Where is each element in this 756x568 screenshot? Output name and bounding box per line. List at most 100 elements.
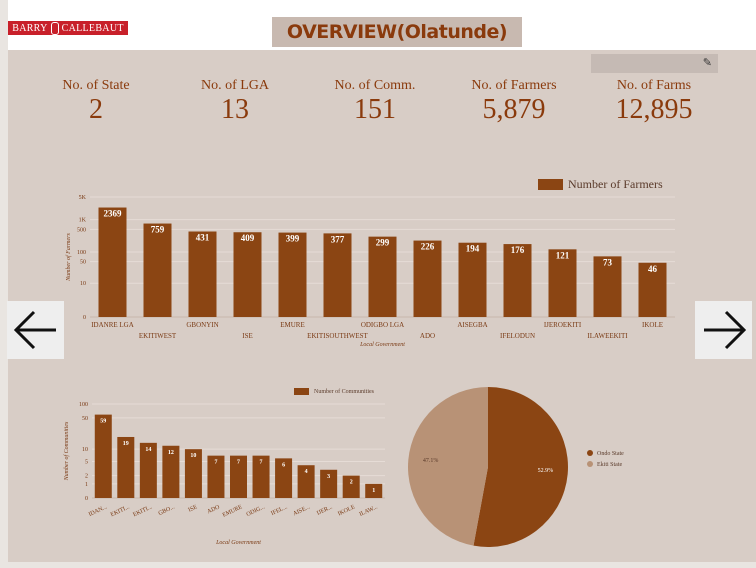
data-label: 431: [196, 233, 210, 243]
data-label: 7: [214, 460, 217, 466]
bar: [188, 231, 217, 317]
kpi-communities: No. of Comm. 151: [310, 78, 440, 126]
x-tick-label: EKITI...: [110, 504, 131, 518]
bar: [368, 236, 397, 317]
x-tick-label: ODIGBO LGA: [361, 321, 404, 329]
kpi-state: No. of State 2: [31, 78, 161, 126]
brand-logo: BARRY CALLEBAUT: [8, 21, 128, 35]
bar: [365, 483, 383, 498]
data-label: 4: [305, 469, 308, 475]
bar: [207, 455, 225, 498]
bar: [252, 455, 270, 498]
data-label: 46: [648, 264, 658, 274]
x-tick-label: ADO: [420, 332, 435, 340]
kpi-label: No. of Farmers: [471, 78, 557, 93]
y-tick-label: 50: [82, 416, 88, 422]
kpi-value: 151: [354, 94, 396, 125]
x-tick-label: ISE: [188, 504, 199, 513]
kpi-value: 5,879: [482, 94, 546, 125]
data-label: 121: [556, 250, 570, 260]
bar: [320, 469, 338, 498]
x-tick-label: AISEGBA: [457, 321, 487, 329]
x-tick-label: ADO: [206, 504, 221, 515]
pencil-icon[interactable]: ✎: [702, 57, 712, 69]
x-tick-label: EKITI...: [132, 504, 153, 518]
data-label: 1: [372, 488, 375, 494]
top-bar: BARRY CALLEBAUT OVERVIEW(Olatunde): [8, 0, 756, 50]
y-axis-title: Number of Communities: [63, 421, 70, 481]
data-label: 176: [511, 245, 525, 255]
y-tick-label: 100: [77, 250, 86, 256]
arrow-left-icon: [13, 310, 56, 350]
x-tick-label: EKITIWEST: [139, 332, 177, 340]
data-label: 3: [327, 474, 330, 480]
next-page-button[interactable]: [695, 301, 752, 359]
bar: [233, 232, 262, 317]
x-tick-label: IFEL...: [270, 504, 289, 517]
page-title: OVERVIEW(Olatunde): [272, 17, 522, 47]
legend-label: Ekiti State: [597, 462, 623, 468]
data-label: 7: [260, 460, 263, 466]
data-label: 226: [421, 242, 435, 252]
pie-slice: [473, 387, 568, 547]
bar: [143, 223, 172, 317]
x-tick-label: ILAWEEKITI: [587, 332, 628, 340]
prev-page-button[interactable]: [7, 301, 64, 359]
data-label: 409: [241, 233, 255, 243]
data-label: 59: [100, 419, 106, 425]
bar: [638, 262, 667, 317]
x-tick-label: IDANRE LGA: [91, 321, 134, 329]
bar: [162, 445, 180, 498]
kpi-value: 13: [221, 94, 249, 125]
kpi-farms: No. of Farms 12,895: [589, 78, 719, 126]
bar: [413, 240, 442, 317]
y-tick-label: 500: [77, 227, 86, 233]
pie-slice: [408, 387, 488, 546]
x-tick-label: GBO...: [158, 504, 177, 517]
x-axis-title: Local Government: [215, 540, 261, 546]
x-tick-label: IDAN...: [88, 504, 109, 518]
y-tick-label: 1K: [79, 218, 87, 224]
y-tick-label: 5K: [79, 195, 87, 201]
kpi-label: No. of State: [62, 78, 130, 93]
bar: [94, 414, 112, 498]
data-label: 10: [190, 453, 196, 459]
x-tick-label: ISE: [242, 332, 253, 340]
brand-left-text: BARRY: [12, 22, 48, 34]
data-label: 2369: [104, 209, 123, 219]
bar: [458, 242, 487, 317]
bar: [184, 449, 202, 498]
brand-bean-icon: [50, 21, 59, 35]
kpi-label: No. of Comm.: [334, 78, 416, 93]
y-tick-label: 10: [82, 447, 88, 453]
data-label: 377: [331, 234, 345, 244]
legend-label: Number of Communities: [314, 388, 375, 395]
x-tick-label: ODIG...: [246, 504, 267, 518]
legend-swatch: [538, 179, 563, 190]
x-tick-label: ILAW...: [359, 504, 379, 518]
kpi-lga: No. of LGA 13: [170, 78, 300, 126]
arrow-right-icon: [703, 310, 746, 350]
x-tick-label: EKITISOUTHWEST: [307, 332, 368, 340]
kpi-value: 2: [89, 94, 103, 125]
filter-control[interactable]: ✎: [591, 54, 718, 73]
bar: [548, 249, 577, 317]
bar: [139, 442, 157, 498]
x-tick-label: AISE...: [292, 504, 311, 517]
bar: [117, 436, 135, 498]
y-tick-label: 0: [85, 496, 88, 502]
bar: [297, 465, 315, 498]
farmers-by-lga-chart: 0 10 50 100 500 1K 5K 2369 IDANRE LGA 759 EKITIWES…: [65, 177, 675, 348]
state-share-pie-chart: 52.9% Ondo State 47.1% Ekiti State: [408, 387, 624, 547]
data-label: 299: [376, 238, 390, 248]
data-label: 2: [350, 480, 353, 486]
legend-swatch: [587, 450, 593, 456]
communities-by-lga-chart: 0125105010059IDAN...19EKITI...14EKITI...…: [63, 388, 385, 546]
data-label: 399: [286, 234, 300, 244]
x-tick-label: EMURE: [222, 504, 244, 518]
brand-right-text: CALLEBAUT: [61, 22, 124, 34]
x-tick-label: EMURE: [280, 321, 305, 329]
bar: [323, 233, 352, 317]
y-tick-label: 2: [85, 474, 88, 480]
y-axis-title: Number of Farmers: [65, 233, 72, 282]
